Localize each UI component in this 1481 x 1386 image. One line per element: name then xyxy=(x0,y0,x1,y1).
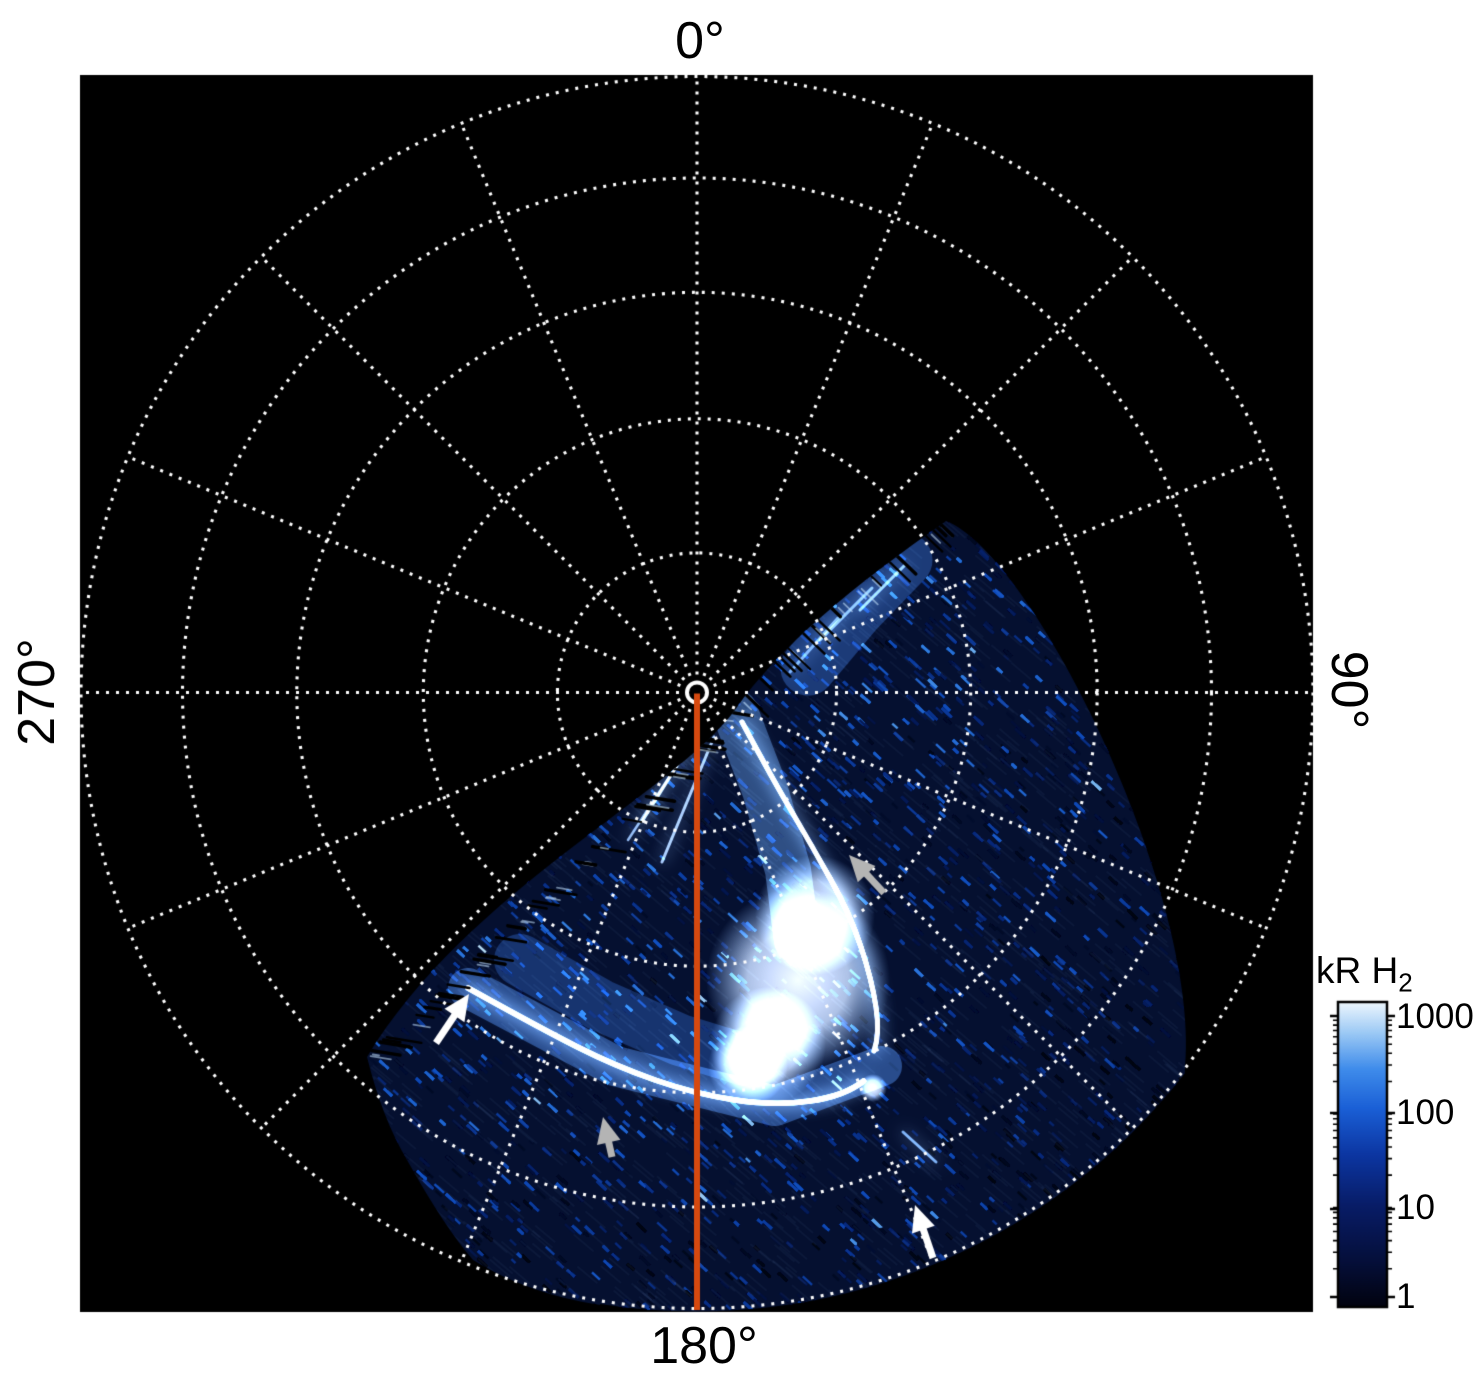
colorbar-title-subscript: 2 xyxy=(1398,967,1413,998)
colorbar-tick-1000: 1000 xyxy=(1396,997,1474,1036)
angle-label-180: 180° xyxy=(650,1317,758,1375)
gray-arrow-annotation-upper xyxy=(835,841,863,869)
angle-label-90: 90° xyxy=(1320,650,1378,730)
colorbar-title: kR H2 xyxy=(1316,950,1413,998)
colorbar-tick-10: 10 xyxy=(1396,1188,1435,1227)
angle-label-270: 270° xyxy=(8,638,66,746)
white-arrow-annotation-bottom xyxy=(901,1191,929,1219)
colorbar-tick-1: 1 xyxy=(1396,1277,1416,1316)
white-arrow-annotation-left xyxy=(455,980,483,1008)
colorbar-tick-100: 100 xyxy=(1396,1093,1455,1132)
angle-label-0: 0° xyxy=(675,12,725,70)
gray-arrow-annotation-lower xyxy=(589,1103,617,1131)
colorbar-title-main: kR H xyxy=(1316,950,1399,991)
